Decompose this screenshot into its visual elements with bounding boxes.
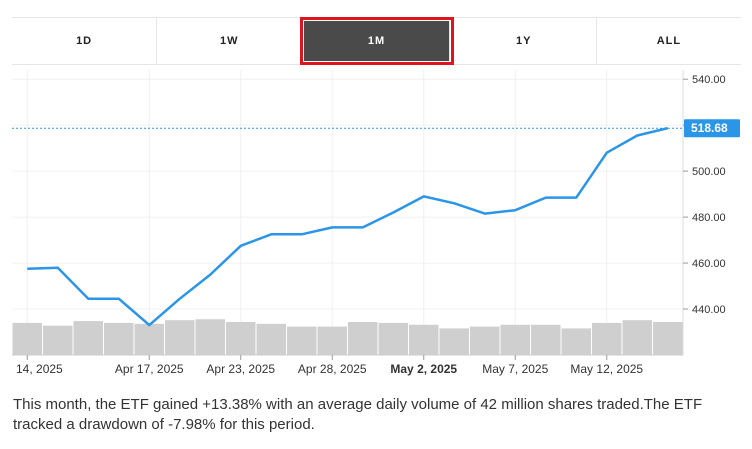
tab-all[interactable]: ALL <box>656 35 682 47</box>
volume-bar <box>317 326 347 355</box>
volume-bar <box>256 323 286 355</box>
volume-bar <box>470 326 500 355</box>
x-tick-label: Apr 28, 2025 <box>298 362 367 376</box>
volume-bar <box>287 326 317 355</box>
volume-bar <box>104 322 134 355</box>
volume-bar <box>12 322 42 355</box>
x-tick-label: May 7, 2025 <box>482 362 548 376</box>
volume-bar <box>592 322 622 355</box>
volume-bar <box>165 320 195 355</box>
price-series-line <box>27 126 669 327</box>
y-tick-label: 480.00 <box>692 212 726 224</box>
volume-bar <box>653 322 683 355</box>
volume-bar <box>43 325 73 355</box>
y-tick-label: 460.00 <box>692 258 726 270</box>
volume-bar <box>226 322 256 355</box>
volume-bar <box>409 324 439 355</box>
volume-bar <box>439 328 469 355</box>
y-tick-label: 500.00 <box>692 166 726 178</box>
tab-1w[interactable]: 1W <box>157 18 303 64</box>
timeframe-tabs: 1D 1W 1M 1Y ALL <box>12 17 741 65</box>
volume-bar <box>622 320 652 355</box>
volume-bar <box>531 324 561 355</box>
volume-bar <box>195 319 225 355</box>
tab-1d[interactable]: 1D <box>12 18 158 64</box>
volume-bar <box>348 322 378 355</box>
volume-bar <box>561 328 591 355</box>
x-tick-label: Apr 17, 2025 <box>115 362 184 376</box>
tab-1m[interactable]: 1M <box>300 17 454 65</box>
y-tick-label: 440.00 <box>692 304 726 316</box>
tab-1y[interactable]: 1Y <box>452 18 597 64</box>
last-price-label: 518.68 <box>691 121 728 135</box>
x-tick-label: Apr 23, 2025 <box>206 362 275 376</box>
last-price-tag <box>684 119 740 138</box>
performance-summary: This month, the ETF gained +13.38% with … <box>13 396 703 433</box>
x-tick-label: May 12, 2025 <box>570 362 643 376</box>
x-tick-label: 14, 2025 <box>16 362 63 376</box>
volume-bar <box>73 321 103 355</box>
volume-bar <box>378 322 408 355</box>
volume-bar <box>500 324 530 355</box>
x-tick-label: May 2, 2025 <box>390 362 457 376</box>
volume-bar <box>134 323 164 355</box>
y-tick-label: 540.00 <box>692 74 726 86</box>
price-chart: 540.00520.00500.00480.00460.00440.00518.… <box>12 70 740 376</box>
